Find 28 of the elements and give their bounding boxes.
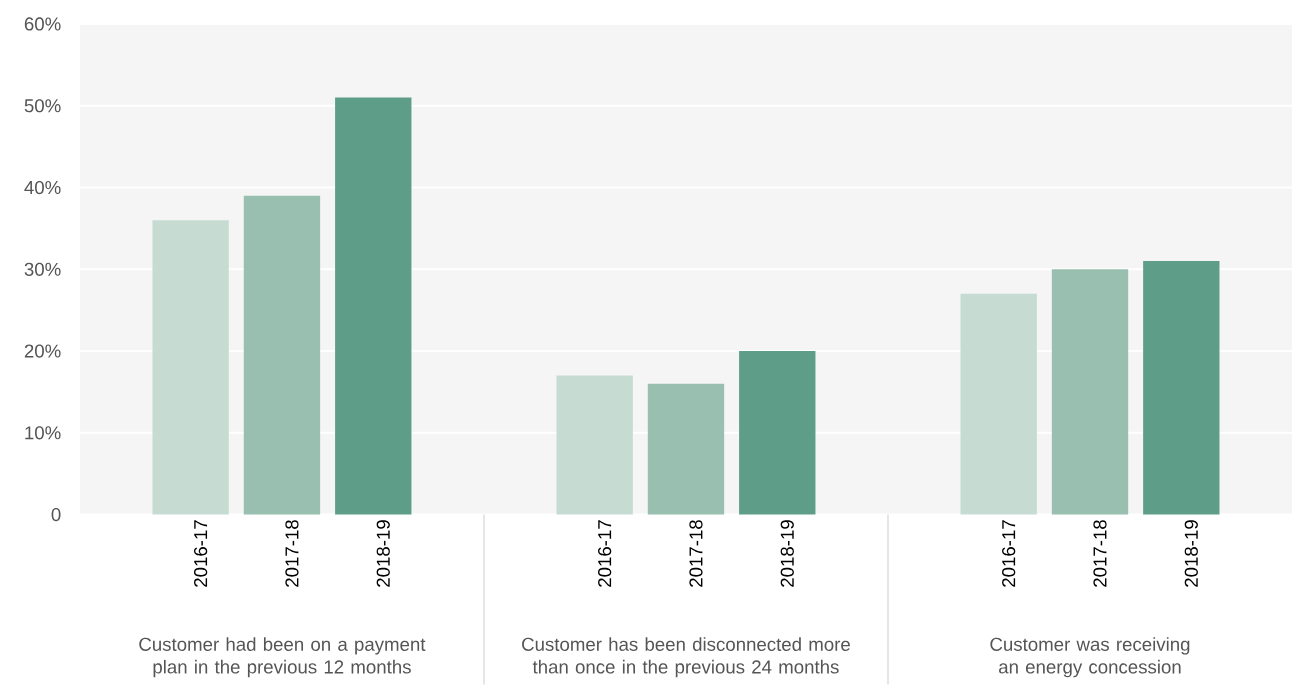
text: 2018-19 [1184,519,1198,587]
y-tick-label: 0 [51,507,61,521]
text: 2017-18 [285,519,299,587]
bar [960,293,1037,515]
bar [152,220,229,515]
text: 2018-19 [780,519,794,587]
text: 2017-18 [689,519,703,587]
bar [739,350,816,515]
bar [1143,260,1220,515]
text: 2016-17 [598,520,612,587]
bar [243,195,321,515]
bar [647,383,725,515]
text: 2016-17 [1002,520,1016,587]
text: 2018-19 [376,519,390,587]
y-tick-label: 10% [25,425,61,440]
bar [556,375,633,515]
y-tick-label: 30% [24,262,61,276]
text: 2017-18 [1093,519,1107,587]
bar [335,97,412,515]
bar [1051,269,1129,515]
x-tick-label: Customer had been on a payment plan in the previous 12 months [139,636,426,678]
y-tick-label: 60% [24,17,61,31]
x-tick-label: Customer was receiving an energy concession [990,636,1190,678]
y-tick-label: 50% [24,98,61,113]
y-tick-label: 40% [24,180,61,194]
y-tick-label: 20% [24,344,61,358]
x-tick-label: Customer has been disconnected more than once in the previous 24 months [522,636,850,678]
text: 2016-17 [194,520,208,587]
